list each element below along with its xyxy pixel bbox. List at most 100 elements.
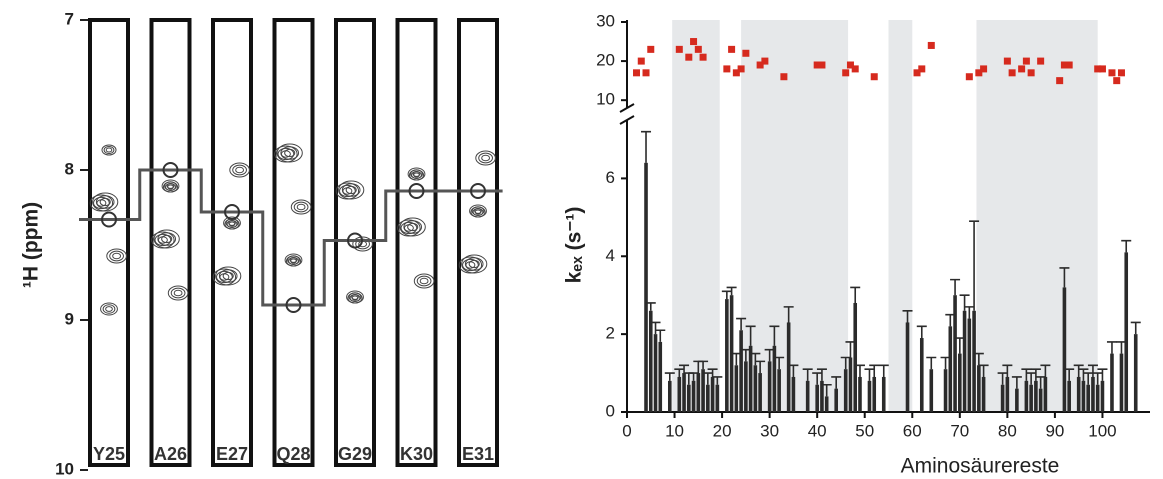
point — [975, 69, 983, 77]
contour — [229, 162, 250, 178]
point — [1060, 61, 1068, 69]
error-bar — [1106, 341, 1117, 354]
bar — [667, 380, 672, 412]
error-bar — [926, 356, 937, 370]
error-bar — [950, 278, 961, 296]
point — [699, 53, 707, 61]
contour — [109, 250, 124, 262]
x-tick-label: 10 — [665, 421, 684, 440]
bar — [734, 365, 739, 412]
error-bar — [878, 364, 889, 377]
x-tick-label: 70 — [950, 421, 969, 440]
contour — [287, 255, 300, 265]
bar — [872, 376, 877, 412]
point — [742, 49, 750, 57]
contour — [106, 248, 127, 264]
point — [818, 61, 826, 69]
point — [694, 45, 702, 53]
contour — [346, 290, 364, 304]
error-bar — [964, 306, 975, 319]
amide-peak — [224, 204, 240, 220]
strip-y-tick-label: 7 — [65, 9, 74, 28]
contour — [478, 152, 493, 164]
bar — [962, 310, 967, 412]
error-bar — [902, 309, 913, 323]
error-bar — [816, 368, 827, 381]
contour — [412, 171, 421, 177]
bar — [767, 361, 772, 412]
strip-y-tick-label: 8 — [65, 159, 74, 178]
shaded-region — [976, 20, 1098, 412]
bar — [786, 322, 791, 412]
bar — [1091, 376, 1095, 412]
contour — [348, 292, 362, 302]
strip — [272, 18, 315, 467]
bar — [744, 361, 748, 412]
bar — [943, 369, 948, 412]
strip-y-tick-label: 9 — [65, 309, 74, 328]
x-tick-label: 50 — [855, 421, 874, 440]
point — [690, 38, 698, 46]
contour — [341, 183, 361, 197]
point — [780, 73, 788, 81]
strip-label: E27 — [216, 444, 248, 464]
bar — [1029, 384, 1033, 412]
bar — [653, 334, 658, 412]
point — [737, 65, 745, 73]
contour — [284, 148, 296, 158]
bar — [905, 322, 910, 412]
point — [980, 65, 988, 73]
point — [846, 61, 854, 69]
error-bar — [802, 368, 813, 381]
axis-break — [619, 103, 635, 125]
bar — [1110, 353, 1114, 412]
contour — [157, 232, 177, 246]
bar — [977, 365, 981, 412]
y-tick-label: 6 — [606, 168, 615, 187]
error-bar — [821, 383, 832, 397]
error-bar — [641, 130, 652, 163]
shaded-region — [741, 20, 849, 412]
bar — [1095, 384, 1100, 412]
amide-peak — [347, 232, 363, 249]
bar — [929, 369, 934, 412]
error-bar — [1064, 368, 1075, 381]
point — [1037, 57, 1045, 65]
bar — [710, 376, 715, 412]
bar — [691, 380, 696, 412]
error-bar — [1040, 364, 1051, 377]
error-bar — [707, 368, 718, 377]
point — [851, 65, 859, 73]
bar — [972, 310, 976, 412]
bar — [1005, 376, 1010, 412]
bar — [1043, 376, 1048, 412]
error-bar — [736, 317, 747, 331]
point — [1117, 69, 1125, 77]
y2-tick-label: 10 — [596, 90, 615, 109]
strip — [211, 18, 253, 467]
bar — [648, 310, 653, 412]
bar — [687, 384, 691, 412]
contour — [469, 204, 487, 218]
bar — [958, 353, 962, 412]
error-bar — [1073, 364, 1084, 377]
contour — [276, 143, 303, 163]
y-tick-label: 4 — [606, 246, 615, 265]
point — [927, 41, 935, 49]
bar — [848, 357, 853, 412]
contour — [101, 144, 117, 156]
contour — [461, 254, 488, 274]
error-bar — [854, 364, 865, 377]
error-bar — [721, 290, 732, 300]
strip — [457, 18, 499, 467]
contour — [407, 167, 426, 181]
error-bar — [788, 364, 799, 377]
error-bar — [769, 325, 780, 346]
contour — [153, 229, 180, 249]
error-bar — [864, 368, 875, 381]
contour — [339, 184, 356, 198]
error-bar — [712, 376, 723, 385]
x-tick-label: 30 — [760, 421, 779, 440]
bar — [1024, 380, 1029, 412]
bar — [919, 338, 924, 412]
